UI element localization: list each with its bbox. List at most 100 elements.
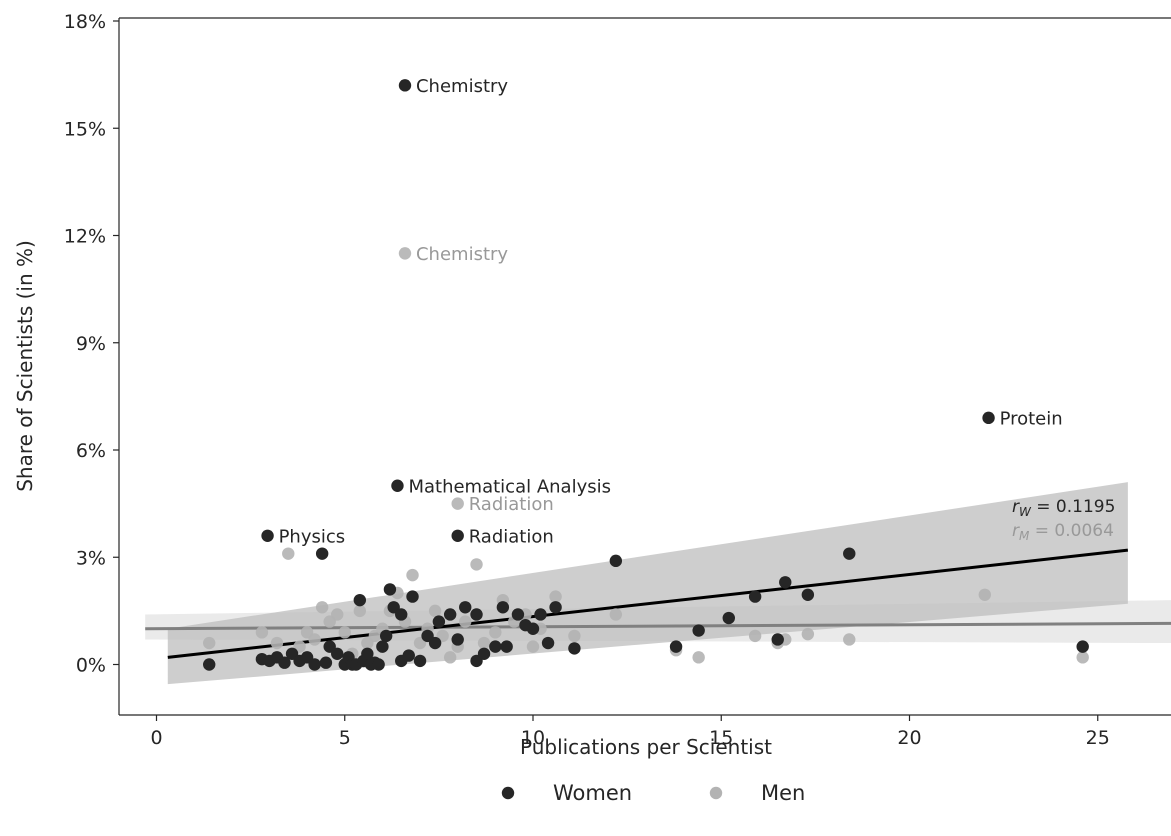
women-regression-line [167,548,1129,659]
women-data-point [443,608,457,621]
women-data-point [406,590,419,603]
men-data-point [270,636,284,650]
men-data-point [443,651,457,664]
women-data-point [459,601,472,614]
men-data-point [308,633,321,646]
men-data-point [331,608,344,621]
women-data-point [489,640,502,653]
women-data-point [843,547,856,560]
men-data-point [477,636,491,650]
women-data-point [526,622,540,635]
women-data-point [982,411,995,425]
women-data-point [278,656,291,669]
y-tick-label: 0% [76,655,106,677]
legend-marker [501,786,515,800]
men-data-point [549,590,562,603]
men-data-point [526,640,540,653]
y-tick-label: 12% [64,226,106,248]
women-data-point [428,636,442,650]
men-data-point [843,633,856,646]
y-tick-label: 6% [76,440,106,462]
women-annotation: Radiation [469,526,554,547]
women-data-point [331,647,344,660]
legend-marker [709,786,723,800]
women-data-point [771,633,784,646]
women-data-point [432,615,446,628]
men-data-point [203,636,216,650]
men-data-point [282,547,295,560]
men-data-point [428,604,442,618]
legend: Women Men [501,781,805,805]
women-data-point [379,629,393,643]
women-data-point [692,624,705,637]
women-data-point [451,529,464,542]
men-data-point [489,626,502,639]
women-data-point [203,658,216,671]
x-tick-label: 5 [339,727,351,749]
men-data-point [398,247,412,260]
women-data-point [1076,640,1089,653]
men-data-point [609,608,623,621]
men-data-point [406,568,419,582]
women-data-point [496,601,510,614]
women-r-label: rW = 0.1195 [1012,497,1115,519]
women-data-point [383,583,397,596]
men-data-point [459,615,472,628]
men-data-point [353,604,367,618]
women-data-point [609,554,623,568]
men-r-label: rM = 0.0064 [1012,521,1114,543]
legend-label: Women [553,781,632,805]
women-annotation: Protein [1000,408,1063,429]
women-annotation: Mathematical Analysis [408,476,611,497]
women-data-point [534,608,547,621]
women-data-point [315,547,329,560]
women-confidence-band [167,482,1128,685]
men-annotation: Radiation [469,494,554,515]
legend-label: Men [761,781,805,805]
women-data-point [779,576,792,589]
y-axis-title: Share of Scientists (in %) [13,240,37,492]
x-tick-label: 25 [1086,727,1110,749]
x-axis-title: Publications per Scientist [520,735,772,759]
women-data-point [669,640,683,653]
women-data-point [568,642,581,655]
women-annotation: Chemistry [416,76,508,97]
women-data-point [261,529,274,542]
x-tick-label: 20 [897,727,921,749]
women-data-point [398,79,412,92]
women-data-point [361,647,374,660]
x-tick-label: 15 [709,727,733,749]
men-data-point [315,601,329,614]
women-data-point [391,479,404,492]
women-data-point [353,593,367,607]
women-data-point [541,636,555,650]
x-tick-label: 0 [150,727,162,749]
women-data-point [413,654,427,668]
men-data-point [692,651,705,664]
men-data-point [801,627,815,641]
men-data-point [255,626,269,639]
men-data-point [338,626,351,639]
women-data-point [451,633,464,646]
women-data-point [376,640,389,653]
men-data-point [978,588,991,601]
men-data-point [451,497,464,510]
women-data-point [319,656,333,669]
women-data-point [470,608,483,621]
men-data-point [748,629,762,643]
women-data-point [748,590,762,603]
women-data-point [500,640,513,653]
men-data-point [470,558,483,571]
y-tick-label: 18% [64,11,106,33]
x-tick-label: 10 [521,727,545,749]
women-data-point [549,601,562,614]
women-data-point [402,649,415,662]
men-annotation: Chemistry [416,244,508,265]
y-tick-label: 3% [76,547,106,569]
men-regression-line [145,621,1171,631]
y-tick-label: 9% [76,333,106,355]
women-data-point [308,658,321,671]
women-annotation: Physics [279,526,346,547]
men-data-point [1076,651,1089,664]
